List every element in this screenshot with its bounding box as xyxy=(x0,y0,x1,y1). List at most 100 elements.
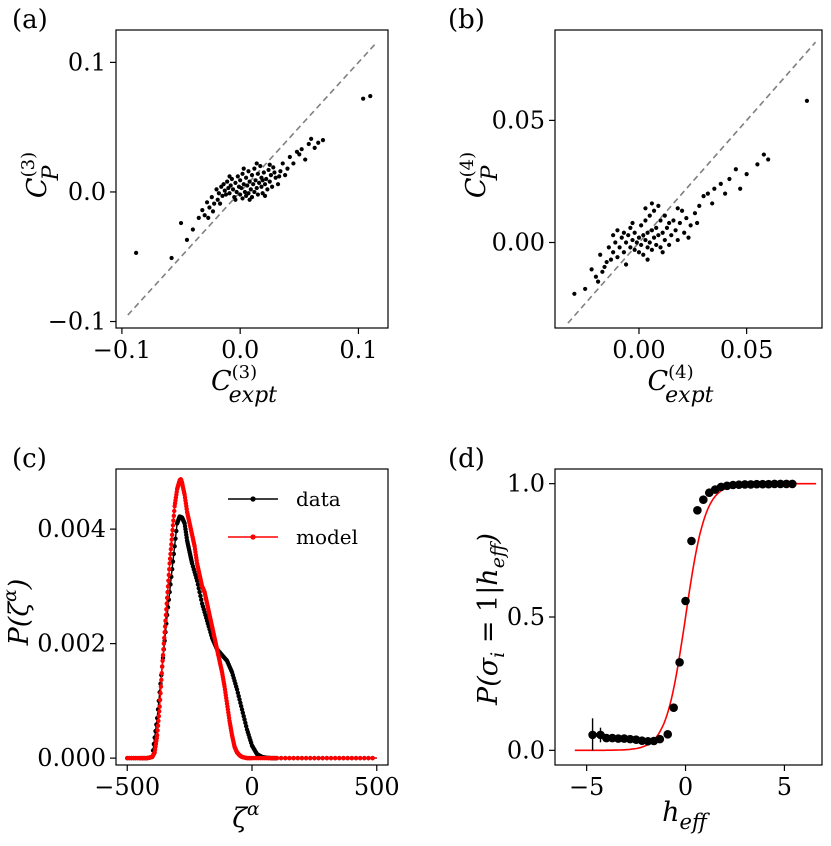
series-point-data xyxy=(241,713,246,719)
axis-label-base: C xyxy=(211,366,232,397)
scatter-point xyxy=(658,218,663,223)
series-point-model xyxy=(312,755,317,761)
scatter-point xyxy=(572,291,577,296)
scatter-point xyxy=(242,189,248,195)
scatter-point xyxy=(267,162,272,167)
scatter-point xyxy=(641,233,646,238)
series-point-model xyxy=(170,527,175,533)
scatter-point xyxy=(267,179,272,184)
x-tick-label: 500 xyxy=(354,773,400,801)
scatter-point xyxy=(634,240,639,245)
y-tick-label: 0.000 xyxy=(37,744,106,772)
scatter-point xyxy=(271,165,276,170)
scatter-point xyxy=(221,182,226,187)
series-point-model xyxy=(161,641,167,646)
scatter-point xyxy=(228,183,233,188)
scatter-point xyxy=(225,179,230,184)
series-point-data xyxy=(238,700,243,705)
series-point-model xyxy=(155,728,160,733)
scatter-point xyxy=(608,257,614,262)
axis-label-base: C xyxy=(647,366,668,397)
data-point xyxy=(588,730,597,740)
series-point-data xyxy=(236,693,241,699)
scatter-point xyxy=(268,173,274,178)
scatter-point xyxy=(272,170,277,175)
scatter-point xyxy=(727,176,732,182)
x-tick-label: −500 xyxy=(94,773,160,801)
series-point-model xyxy=(169,537,174,542)
series-point-model xyxy=(303,755,309,761)
axis-label-base: ζ xyxy=(232,803,248,834)
scatter-point xyxy=(230,187,236,192)
data-point xyxy=(752,479,762,489)
x-tick-label: 0 xyxy=(244,773,259,801)
scatter-point xyxy=(306,141,311,147)
x-tick-label: 0.1 xyxy=(339,336,377,364)
series-point-model xyxy=(341,755,346,761)
scatter-point xyxy=(643,218,648,223)
scatter-point xyxy=(256,180,262,185)
scatter-point xyxy=(671,218,676,223)
scatter-point xyxy=(626,233,631,238)
scatter-point xyxy=(602,264,607,270)
scatter-point xyxy=(619,235,624,240)
scatter-point xyxy=(697,203,702,208)
fit-curve xyxy=(574,482,817,752)
scatter-point xyxy=(583,286,588,292)
series-point-data xyxy=(172,544,177,549)
axis-label-close: ) xyxy=(4,579,35,591)
scatter-point xyxy=(649,228,654,233)
series-point-model xyxy=(171,518,176,523)
series-point-model xyxy=(167,561,172,566)
legend-label-data: data xyxy=(296,487,341,511)
data-point xyxy=(655,734,665,744)
scatter-point xyxy=(667,220,672,226)
series-point-model xyxy=(316,755,321,761)
series-point-data xyxy=(239,707,245,712)
scatter-point xyxy=(233,197,238,202)
series-point-model xyxy=(370,755,375,761)
series-point-model xyxy=(166,572,172,578)
y-tick-label: 0.5 xyxy=(507,603,545,631)
series-point-model xyxy=(166,578,171,583)
scatter-point xyxy=(595,279,601,284)
data-point xyxy=(776,479,785,489)
scatter-point xyxy=(247,197,252,202)
axis-label-sup: (4) xyxy=(457,152,478,178)
scatter-point xyxy=(259,184,264,189)
scatter-point xyxy=(755,162,760,167)
scatter-point xyxy=(647,240,652,245)
scatter-point xyxy=(316,140,321,145)
x-axis-label: C(4) expt xyxy=(647,362,713,408)
axis-label-sup: α xyxy=(0,589,21,602)
scatter-point xyxy=(235,174,240,179)
scatter-point xyxy=(196,215,201,220)
series-point-model xyxy=(357,755,363,761)
data-point xyxy=(699,495,708,504)
scatter-point xyxy=(686,235,691,240)
scatter-point xyxy=(255,192,261,197)
scatter-point xyxy=(169,255,174,261)
data-point xyxy=(770,479,779,489)
panel-c: −500 0 5000.0000.0020.004(c)datamodelζαP(ζ… xyxy=(0,444,400,834)
scatter-point xyxy=(623,262,629,267)
scatter-point xyxy=(682,230,687,235)
scatter-point xyxy=(679,208,685,213)
scatter-point xyxy=(303,157,308,162)
axis-label-sup: (4) xyxy=(668,362,694,383)
scatter-point xyxy=(600,269,605,274)
series-point-model xyxy=(157,709,162,714)
series-point-model xyxy=(160,652,166,658)
scatter-point xyxy=(285,166,290,171)
scatter-point xyxy=(227,174,232,179)
data-point xyxy=(788,479,797,489)
scatter-point xyxy=(593,274,599,279)
scatter-point xyxy=(202,213,207,218)
series-point-model xyxy=(169,542,174,547)
series-point-model xyxy=(159,677,164,683)
scatter-point xyxy=(254,185,259,191)
scatter-point xyxy=(692,211,698,216)
